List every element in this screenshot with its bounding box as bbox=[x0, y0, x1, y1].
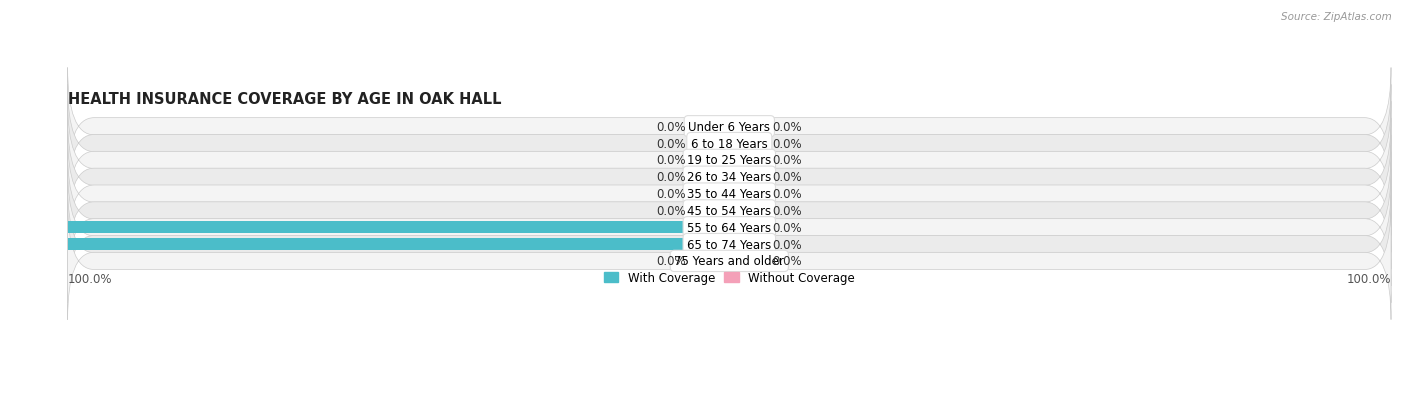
Text: 55 to 64 Years: 55 to 64 Years bbox=[688, 221, 772, 234]
Bar bbox=[730, 238, 762, 251]
Text: 0.0%: 0.0% bbox=[772, 137, 801, 150]
Text: 100.0%: 100.0% bbox=[1347, 272, 1391, 285]
Text: 0.0%: 0.0% bbox=[657, 154, 686, 167]
Text: 19 to 25 Years: 19 to 25 Years bbox=[688, 154, 772, 167]
Bar bbox=[730, 205, 762, 217]
Text: 100.0%: 100.0% bbox=[13, 221, 58, 234]
Bar bbox=[730, 222, 762, 234]
FancyBboxPatch shape bbox=[67, 68, 1391, 185]
Text: 26 to 34 Years: 26 to 34 Years bbox=[688, 171, 772, 184]
Legend: With Coverage, Without Coverage: With Coverage, Without Coverage bbox=[599, 267, 859, 289]
Text: Source: ZipAtlas.com: Source: ZipAtlas.com bbox=[1281, 12, 1392, 22]
Bar bbox=[696, 138, 730, 150]
FancyBboxPatch shape bbox=[67, 186, 1391, 303]
Bar bbox=[730, 255, 762, 267]
Bar bbox=[730, 121, 762, 133]
Text: 0.0%: 0.0% bbox=[772, 238, 801, 251]
FancyBboxPatch shape bbox=[67, 135, 1391, 253]
Text: Under 6 Years: Under 6 Years bbox=[689, 121, 770, 133]
Text: 65 to 74 Years: 65 to 74 Years bbox=[688, 238, 772, 251]
FancyBboxPatch shape bbox=[67, 85, 1391, 202]
Text: 6 to 18 Years: 6 to 18 Years bbox=[690, 137, 768, 150]
Bar bbox=[696, 171, 730, 183]
Text: 100.0%: 100.0% bbox=[13, 238, 58, 251]
Text: 35 to 44 Years: 35 to 44 Years bbox=[688, 188, 772, 201]
Text: 0.0%: 0.0% bbox=[772, 221, 801, 234]
Bar bbox=[67, 238, 730, 251]
Text: 0.0%: 0.0% bbox=[657, 171, 686, 184]
Bar bbox=[696, 205, 730, 217]
Text: 100.0%: 100.0% bbox=[67, 272, 112, 285]
FancyBboxPatch shape bbox=[67, 119, 1391, 236]
Bar bbox=[730, 171, 762, 183]
Text: 0.0%: 0.0% bbox=[772, 255, 801, 268]
Bar bbox=[730, 138, 762, 150]
Text: 0.0%: 0.0% bbox=[772, 154, 801, 167]
FancyBboxPatch shape bbox=[67, 102, 1391, 219]
Bar bbox=[696, 255, 730, 267]
Bar bbox=[696, 121, 730, 133]
Bar bbox=[696, 188, 730, 200]
Text: 0.0%: 0.0% bbox=[772, 204, 801, 217]
FancyBboxPatch shape bbox=[67, 169, 1391, 286]
Bar bbox=[67, 222, 730, 234]
Text: 0.0%: 0.0% bbox=[657, 255, 686, 268]
Text: 45 to 54 Years: 45 to 54 Years bbox=[688, 204, 772, 217]
FancyBboxPatch shape bbox=[67, 152, 1391, 270]
Text: 0.0%: 0.0% bbox=[772, 188, 801, 201]
Bar bbox=[696, 154, 730, 166]
Text: 0.0%: 0.0% bbox=[657, 121, 686, 133]
Bar bbox=[730, 154, 762, 166]
Text: 0.0%: 0.0% bbox=[657, 188, 686, 201]
Bar bbox=[730, 188, 762, 200]
Text: 0.0%: 0.0% bbox=[657, 204, 686, 217]
Text: 0.0%: 0.0% bbox=[657, 137, 686, 150]
Text: 0.0%: 0.0% bbox=[772, 171, 801, 184]
Text: HEALTH INSURANCE COVERAGE BY AGE IN OAK HALL: HEALTH INSURANCE COVERAGE BY AGE IN OAK … bbox=[67, 92, 501, 107]
FancyBboxPatch shape bbox=[67, 203, 1391, 320]
Text: 0.0%: 0.0% bbox=[772, 121, 801, 133]
Text: 75 Years and older: 75 Years and older bbox=[675, 255, 785, 268]
